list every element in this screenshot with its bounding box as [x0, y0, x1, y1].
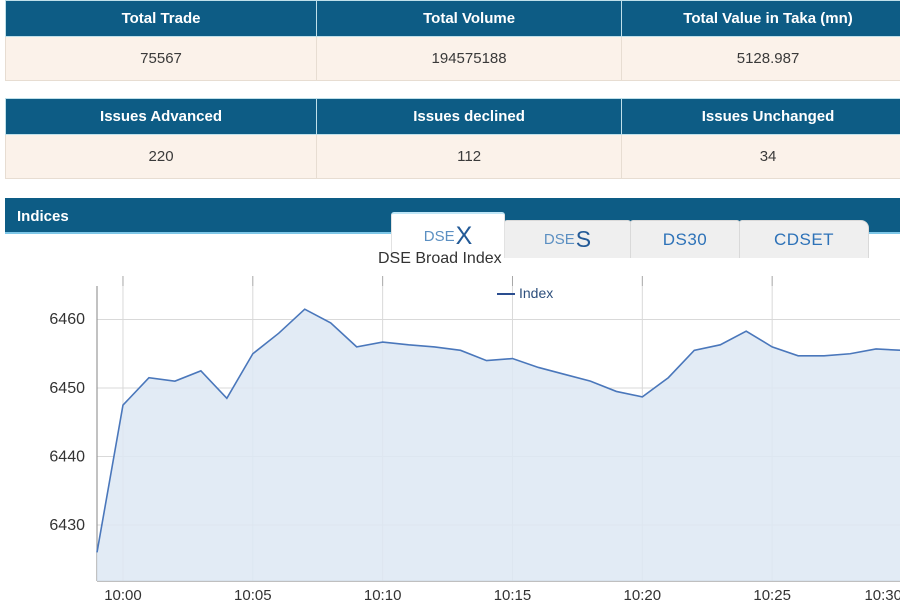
- svg-text:6430: 6430: [49, 517, 85, 534]
- svg-text:10:20: 10:20: [624, 587, 662, 600]
- svg-text:10:00: 10:00: [104, 587, 142, 600]
- svg-text:10:25: 10:25: [753, 587, 791, 600]
- svg-text:10:30: 10:30: [864, 587, 900, 600]
- svg-text:6440: 6440: [49, 449, 85, 466]
- svg-text:6450: 6450: [49, 380, 85, 397]
- svg-text:10:15: 10:15: [494, 587, 532, 600]
- svg-text:10:05: 10:05: [234, 587, 272, 600]
- svg-text:6460: 6460: [49, 311, 85, 328]
- svg-text:10:10: 10:10: [364, 587, 402, 600]
